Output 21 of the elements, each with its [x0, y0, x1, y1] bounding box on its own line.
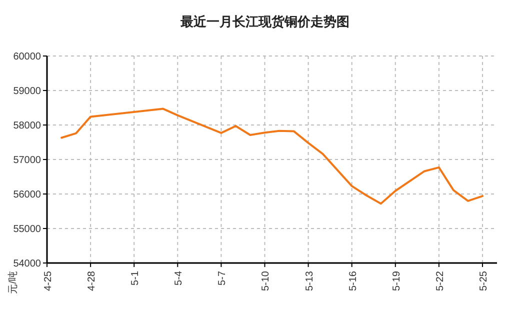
line-series [60, 108, 484, 205]
y-tick-label: 54000 [13, 258, 42, 270]
chart-title: 最近一月长江现货铜价走势图 [180, 14, 350, 29]
y-tick-label: 60000 [13, 52, 42, 62]
y-tick-label: 59000 [13, 86, 42, 97]
x-tick-label: 4-28 [86, 270, 98, 292]
x-tick-label: 5-10 [260, 270, 272, 292]
x-tick-label: 5-4 [174, 270, 185, 286]
y-axis-title: 元/吨 [7, 271, 19, 294]
y-tick-label: 55000 [13, 224, 42, 235]
x-tick-label: 5-22 [434, 270, 446, 292]
y-tick-label: 58000 [13, 120, 42, 132]
x-tick-label: 4-25 [43, 270, 54, 292]
y-tick-label: 57000 [13, 155, 42, 166]
y-tick-label: 56000 [13, 190, 42, 200]
x-tick-label: 5-16 [348, 270, 359, 292]
x-tick-label: 5-19 [391, 270, 402, 292]
x-tick-label: 5-13 [304, 270, 316, 292]
x-tick-label: 5-25 [478, 270, 490, 292]
x-tick-label: 5-1 [130, 270, 142, 286]
x-tick-label: 5-7 [217, 270, 228, 286]
